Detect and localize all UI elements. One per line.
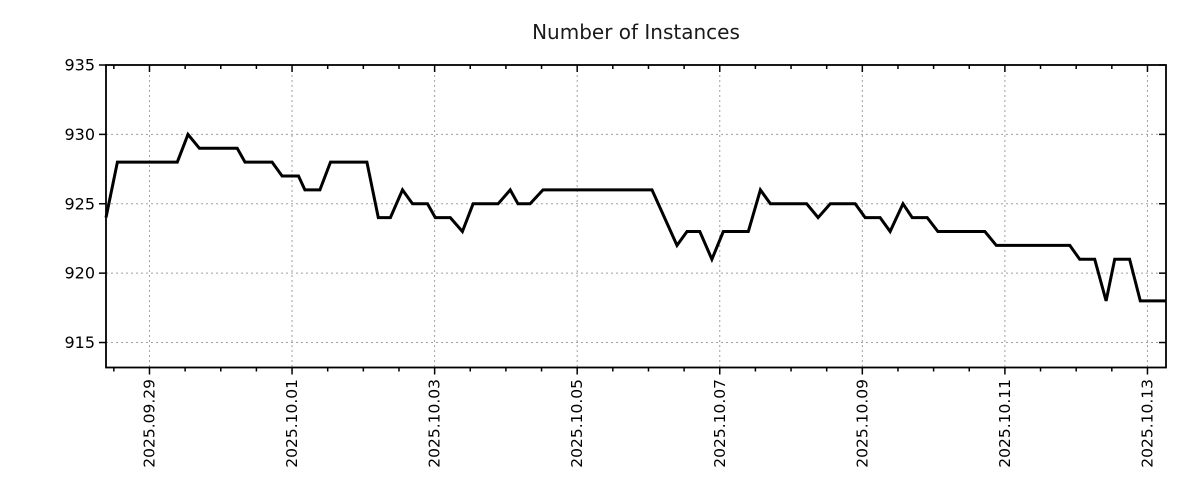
x-tick-label: 2025.10.01 [283, 379, 301, 468]
x-tick-label: 2025.10.05 [568, 379, 586, 468]
y-tick-label: 935 [64, 56, 95, 75]
x-tick-label: 2025.10.07 [711, 379, 729, 468]
x-tick-label: 2025.10.11 [996, 379, 1014, 468]
y-tick-label: 925 [64, 194, 95, 213]
x-tick-labels: 2025.09.29 2025.10.01 2025.10.03 2025.10.05… [140, 379, 1156, 468]
series-line-instances [104, 131, 1166, 303]
x-tick-label: 2025.10.09 [853, 379, 871, 468]
y-tick-label: 920 [64, 264, 95, 283]
x-tick-label: 2025.09.29 [140, 379, 158, 468]
y-tick-labels: 915 920 925 930 935 [64, 56, 95, 353]
plot-frame [105, 64, 1167, 369]
x-tick-label: 2025.10.03 [426, 379, 444, 468]
y-tick-label: 930 [64, 125, 95, 144]
axis-ticks [99, 64, 1166, 375]
y-tick-label: 915 [64, 333, 95, 352]
grid [106, 64, 1166, 368]
x-tick-label: 2025.10.13 [1138, 379, 1156, 468]
chart-title: Number of Instances [532, 20, 740, 44]
